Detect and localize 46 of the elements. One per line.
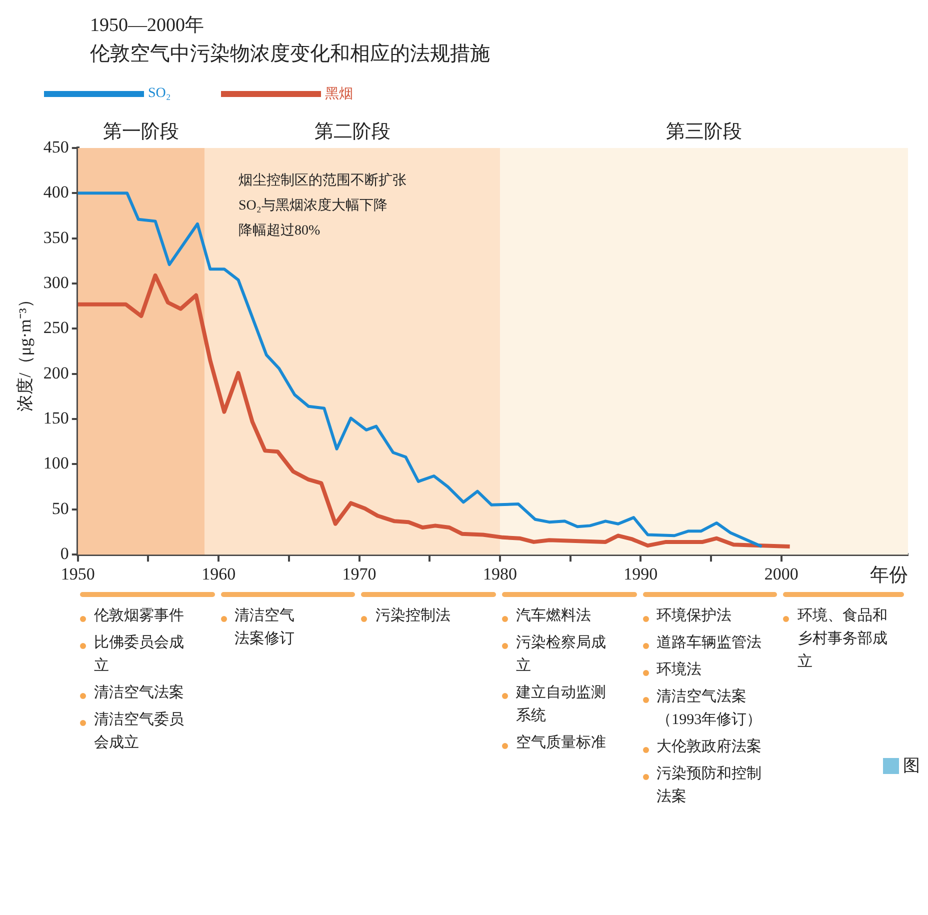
- text: 污染检察局成立: [516, 633, 607, 676]
- text: 环境法: [656, 660, 703, 680]
- band-label: 第二阶段: [314, 121, 390, 142]
- y-tick-label: 100: [43, 454, 69, 473]
- x-axis-title: 年份: [870, 565, 908, 586]
- text: 环境、食品和乡村事务部成立: [797, 606, 888, 672]
- text: 污染控制法: [375, 606, 452, 626]
- x-tick-label: 1970: [342, 564, 376, 584]
- y-tick-label: 450: [43, 137, 69, 156]
- text: 黑烟: [324, 86, 353, 103]
- annotation: SO₂与黑烟浓度大幅下降: [238, 198, 388, 214]
- text: 大伦敦政府法案: [656, 737, 763, 757]
- y-tick-label: 300: [43, 273, 69, 292]
- text: 环境保护法: [656, 606, 733, 626]
- x-tick-label: 1990: [624, 564, 658, 584]
- text: 空气质量标准: [516, 734, 607, 753]
- text: 汽车燃料法: [516, 606, 592, 626]
- chart-title: 1950—2000年: [90, 14, 205, 38]
- text: 建立自动监测系统: [516, 683, 607, 726]
- text: 清洁空气法案修订: [234, 606, 296, 649]
- text: 比佛委员会成立: [94, 634, 185, 676]
- y-tick-label: 200: [43, 363, 69, 382]
- y-tick-label: 50: [52, 498, 69, 518]
- text: 清洁空气法案（1993年修订）: [656, 687, 763, 730]
- annotation: 降幅超过80%: [238, 222, 321, 239]
- y-tick-label: 400: [43, 182, 69, 202]
- chart-subtitle: 伦敦空气中污染物浓度变化和相应的法规措施: [90, 42, 491, 67]
- text: SO₂: [148, 86, 171, 102]
- text: 道路车辆监管法: [656, 634, 763, 653]
- y-tick-label: 250: [43, 318, 69, 338]
- text: 清洁空气法案: [94, 683, 185, 703]
- y-tick-label: 350: [43, 228, 69, 247]
- y-tick-label: 0: [60, 544, 69, 564]
- text: 伦敦烟雾事件: [94, 606, 185, 626]
- x-tick-label: 2000: [764, 564, 798, 584]
- y-axis-title: 浓度/（μg·m⁻³）: [16, 291, 35, 412]
- annotation: 烟尘控制区的范围不断扩张: [238, 172, 407, 189]
- y-tick-label: 150: [43, 408, 69, 428]
- x-tick-label: 1980: [482, 564, 517, 584]
- band-label: 第三阶段: [666, 121, 742, 142]
- text: 清洁空气委员会成立: [94, 710, 185, 753]
- band-label: 第一阶段: [103, 121, 180, 142]
- x-tick-label: 1960: [202, 564, 236, 584]
- text: 污染预防和控制法案: [656, 764, 763, 807]
- x-tick-label: 1950: [60, 564, 95, 584]
- text: 图: [903, 755, 920, 777]
